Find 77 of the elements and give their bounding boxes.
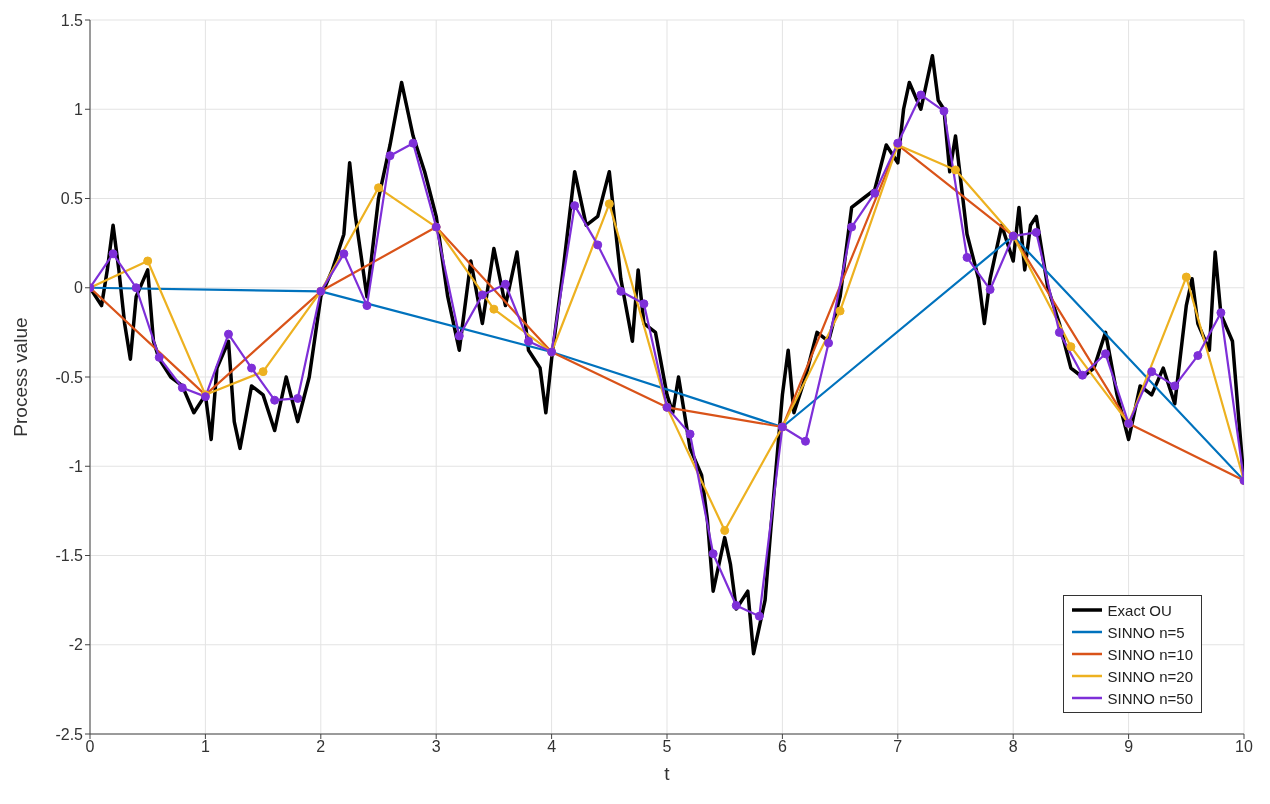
legend-label: SINNO n=10 bbox=[1107, 645, 1193, 663]
x-tick-label: 8 bbox=[1008, 738, 1018, 756]
y-tick-label: 1 bbox=[74, 100, 84, 118]
point bbox=[270, 395, 280, 405]
point bbox=[1101, 349, 1111, 359]
y-tick-label: -2.5 bbox=[55, 725, 84, 743]
point bbox=[951, 165, 960, 175]
point bbox=[685, 429, 695, 439]
point bbox=[247, 363, 257, 373]
y-tick-label: -1.5 bbox=[55, 547, 84, 565]
point bbox=[800, 436, 810, 446]
y-tick-label: 0.5 bbox=[60, 190, 84, 208]
point bbox=[223, 329, 233, 339]
point bbox=[1054, 327, 1064, 337]
legend-label: SINNO n=5 bbox=[1107, 623, 1185, 641]
legend-label: Exact OU bbox=[1107, 601, 1172, 619]
point bbox=[731, 600, 741, 610]
point bbox=[847, 222, 857, 232]
point bbox=[754, 611, 764, 621]
point bbox=[408, 138, 418, 148]
point bbox=[1066, 342, 1076, 352]
point bbox=[339, 249, 349, 259]
x-axis-title: t bbox=[664, 763, 671, 784]
point bbox=[154, 352, 164, 362]
point bbox=[835, 306, 845, 316]
point bbox=[362, 301, 372, 311]
point bbox=[720, 526, 730, 536]
point bbox=[708, 549, 718, 559]
point bbox=[143, 256, 153, 266]
x-tick-label: 6 bbox=[777, 738, 787, 756]
y-tick-label: 0 bbox=[74, 279, 84, 297]
legend-label: SINNO n=20 bbox=[1107, 667, 1193, 685]
point bbox=[524, 336, 534, 346]
point bbox=[108, 249, 118, 259]
x-tick-label: 3 bbox=[431, 738, 441, 756]
point bbox=[477, 290, 487, 300]
point bbox=[489, 304, 499, 314]
point bbox=[985, 285, 995, 295]
point bbox=[1031, 227, 1041, 237]
point bbox=[616, 286, 626, 296]
point bbox=[962, 252, 972, 262]
point bbox=[1077, 370, 1087, 380]
y-axis-title: Process value bbox=[9, 317, 31, 437]
point bbox=[1216, 308, 1226, 318]
point bbox=[593, 240, 603, 250]
y-tick-label: -1 bbox=[68, 457, 84, 475]
point bbox=[258, 367, 268, 377]
point bbox=[916, 90, 926, 100]
y-tick-label: 1.5 bbox=[60, 11, 84, 29]
point bbox=[1193, 351, 1203, 361]
point bbox=[939, 106, 949, 116]
x-tick-label: 9 bbox=[1124, 738, 1134, 756]
point bbox=[824, 338, 834, 348]
x-tick-label: 10 bbox=[1235, 738, 1253, 756]
point bbox=[177, 383, 187, 393]
point bbox=[131, 283, 141, 293]
point bbox=[604, 199, 614, 209]
point bbox=[385, 151, 395, 161]
point bbox=[293, 393, 303, 403]
x-tick-label: 2 bbox=[316, 738, 326, 756]
point bbox=[1181, 272, 1191, 282]
x-tick-label: 4 bbox=[547, 738, 557, 756]
point bbox=[570, 201, 580, 211]
point bbox=[500, 279, 510, 289]
x-tick-label: 7 bbox=[893, 738, 903, 756]
point bbox=[870, 188, 880, 198]
x-tick-label: 5 bbox=[662, 738, 672, 756]
x-tick-label: 1 bbox=[200, 738, 210, 756]
point bbox=[1147, 367, 1157, 377]
y-tick-label: -0.5 bbox=[55, 368, 84, 386]
y-tick-label: -2 bbox=[68, 636, 84, 654]
point bbox=[454, 331, 464, 341]
point bbox=[639, 299, 649, 309]
x-tick-label: 0 bbox=[85, 738, 95, 756]
point bbox=[374, 183, 383, 193]
legend-label: SINNO n=50 bbox=[1107, 689, 1193, 707]
point bbox=[1170, 381, 1180, 391]
